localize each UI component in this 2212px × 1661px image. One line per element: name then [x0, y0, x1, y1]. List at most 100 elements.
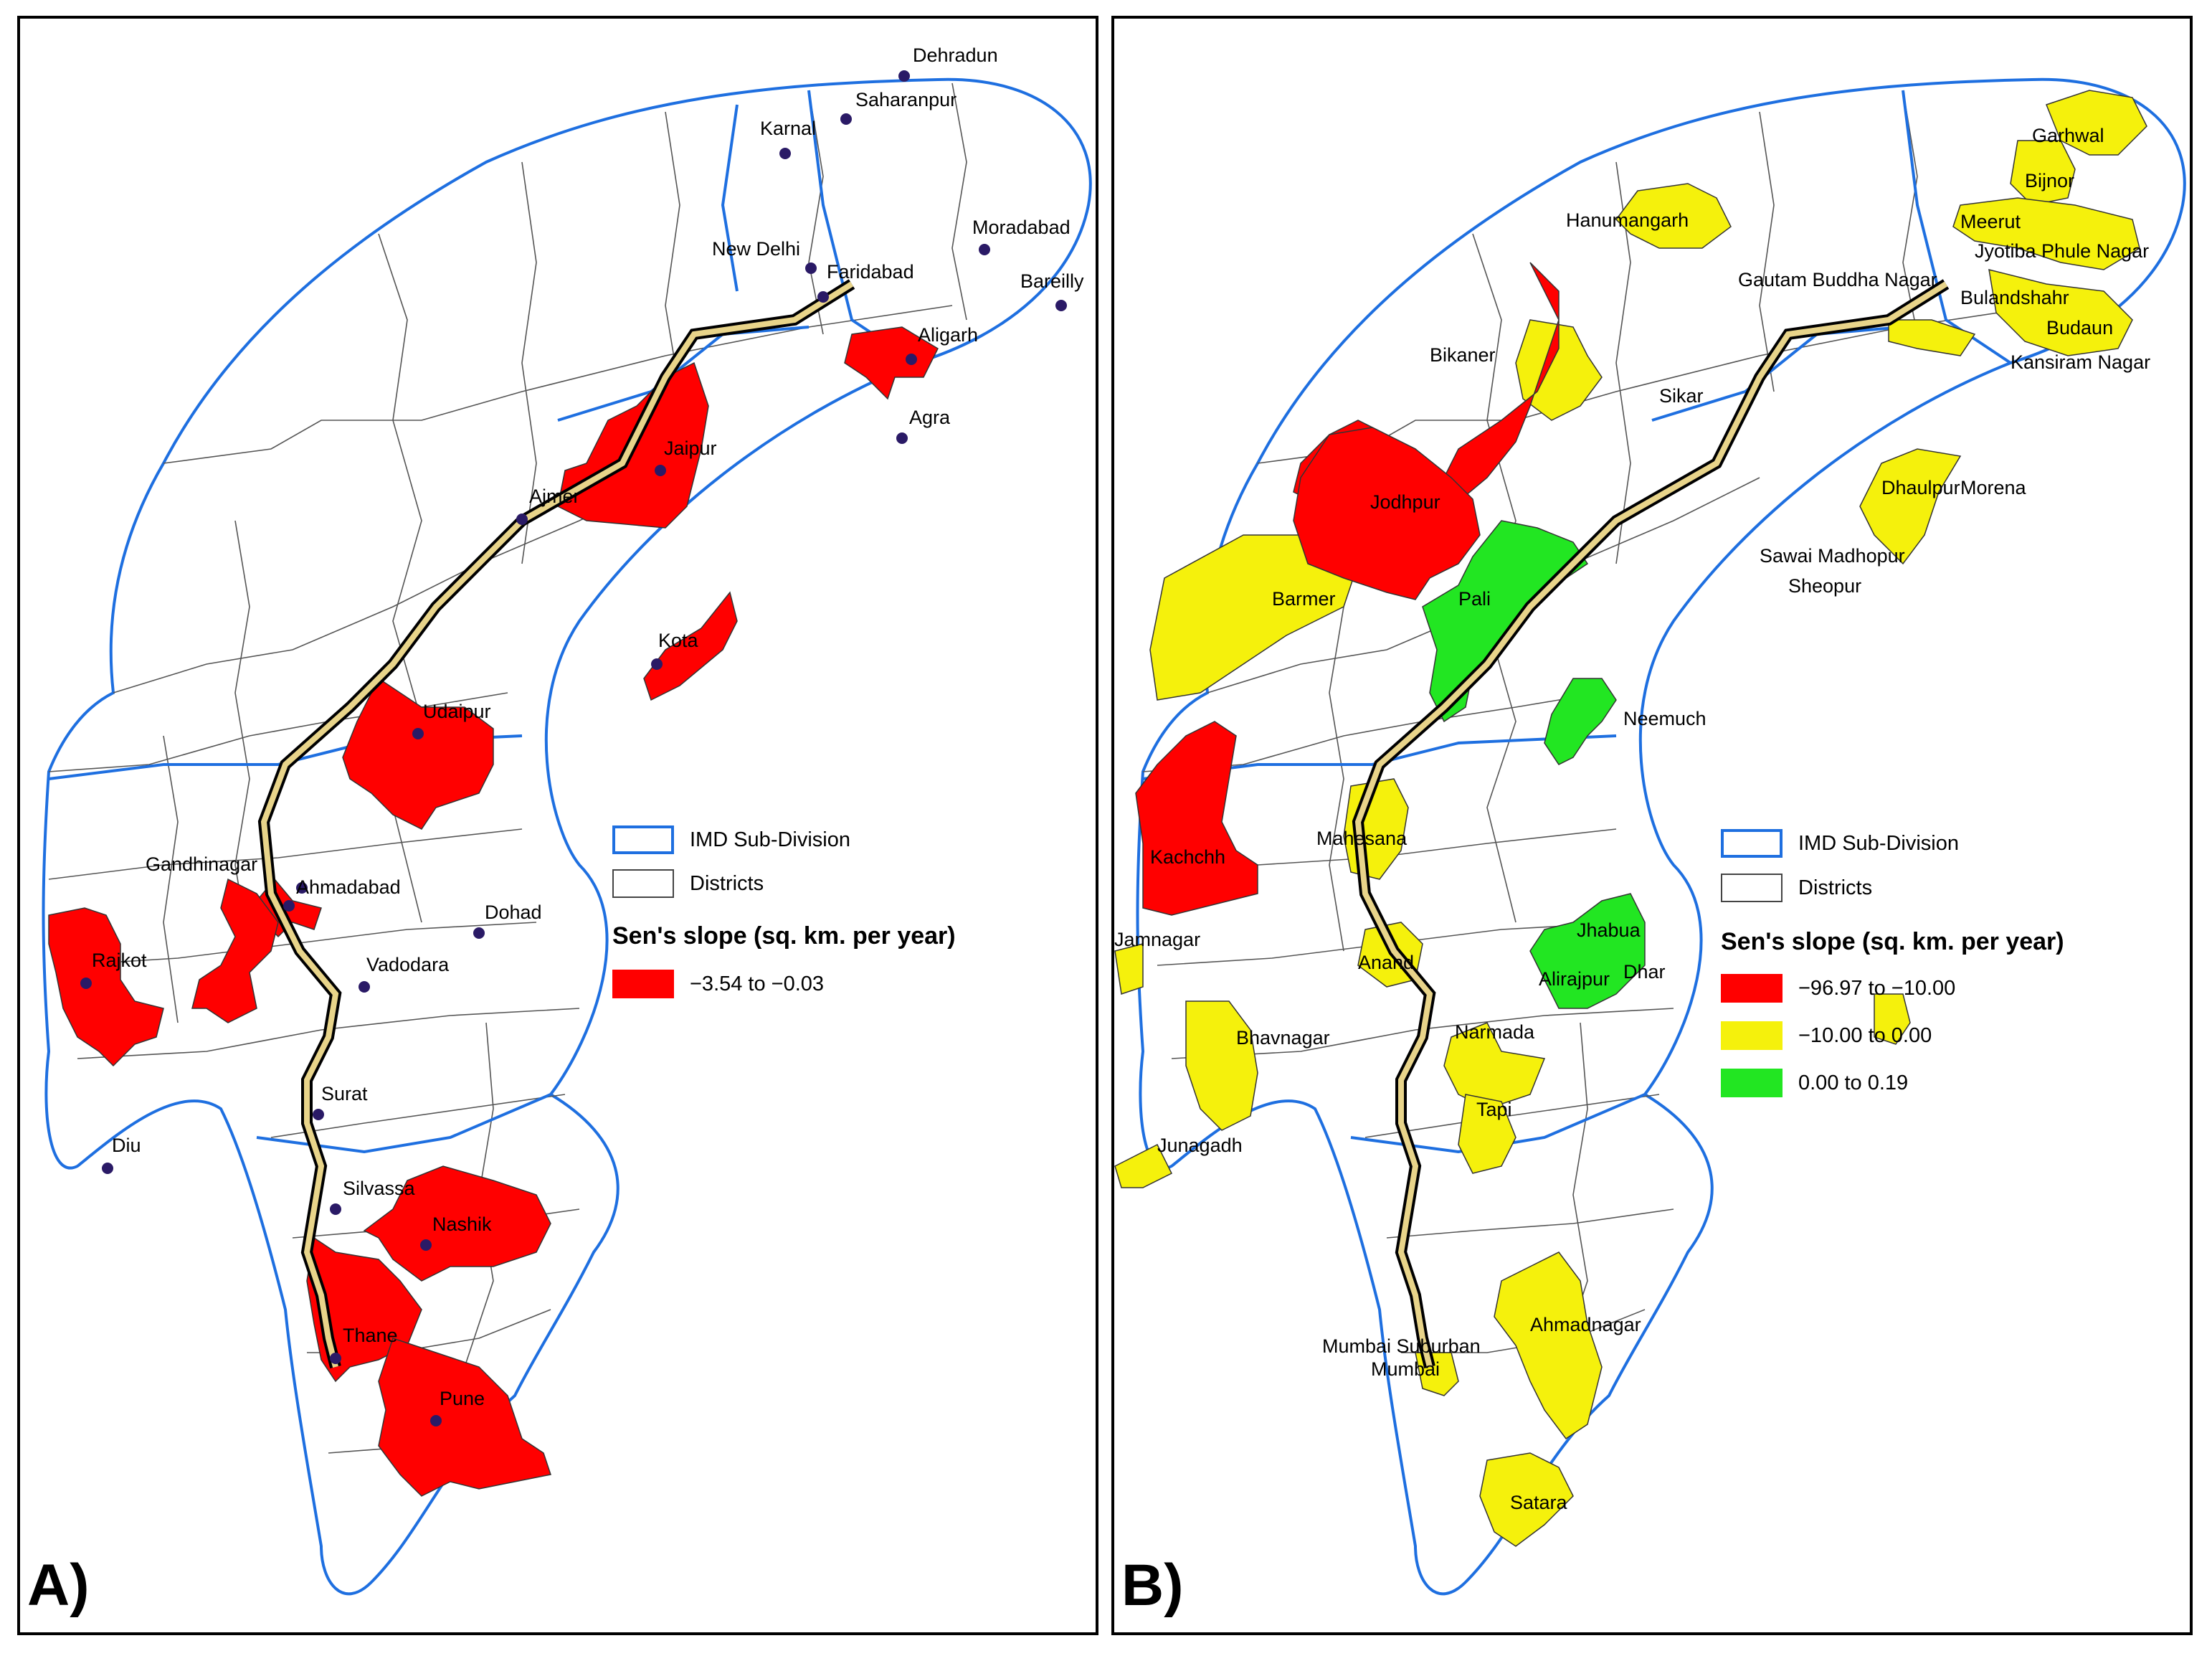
city-label: Agra: [909, 407, 951, 428]
district-label: Bhavnagar: [1236, 1027, 1330, 1049]
city-label: Udaipur: [423, 701, 491, 722]
yellow-districts-b: [1114, 90, 2147, 1547]
legend-class-label: −3.54 to −0.03: [690, 972, 825, 995]
corridor-inner-b: [1354, 281, 1948, 1368]
district-label: Neemuch: [1623, 708, 1707, 729]
legend-class-label: 0.00 to 0.19: [1798, 1071, 1909, 1094]
legend-subdivision-swatch: [1721, 829, 1783, 858]
city-label: Pune: [440, 1388, 485, 1409]
district-label: Barmer: [1272, 588, 1336, 610]
district-label: Jamnagar: [1114, 929, 1200, 950]
district-label: Jyotiba Phule Nagar: [1975, 240, 2149, 262]
map-panel-a: Dehradun Saharanpur Karnal New Delhi Mor…: [17, 16, 1098, 1635]
legend-title: Sen's slope (sq. km. per year): [612, 922, 956, 950]
district-label: Junagadh: [1157, 1135, 1243, 1156]
city-dots-a: [80, 70, 1067, 1426]
legend-district-row: Districts: [612, 869, 764, 898]
district-label: Mumbai Suburban: [1322, 1335, 1481, 1357]
district-label: Kachchh: [1150, 846, 1225, 868]
city-label: Diu: [112, 1135, 141, 1156]
district-label: Sawai Madhopur: [1760, 545, 1905, 567]
district-label: Bijnor: [2025, 170, 2074, 191]
district-label: Bikaner: [1430, 344, 1496, 366]
district-label: Morena: [1960, 477, 2027, 498]
legend-class-swatch: [1721, 974, 1783, 1003]
district-label: Jhabua: [1577, 919, 1641, 941]
city-label: Karnal: [760, 118, 816, 139]
city-label: Thane: [343, 1325, 398, 1346]
city-label: Bareilly: [1020, 270, 1084, 292]
district-aligarh: [844, 326, 939, 400]
legend-subdivision-row: IMD Sub-Division: [1721, 829, 1959, 858]
legend-district-label: Districts: [690, 871, 764, 895]
red-districts-b: [1135, 262, 1560, 916]
panel-label-a: A): [27, 1553, 90, 1618]
legend-subdivision-swatch: [612, 825, 674, 854]
district-label: Mahesana: [1316, 828, 1408, 849]
map-panel-b: Garhwal Bijnor Meerut Hanumangarh Jyotib…: [1111, 16, 2193, 1635]
district-label: Anand: [1358, 952, 1414, 973]
district-label: Pali: [1458, 588, 1491, 610]
city-label: Kota: [658, 630, 699, 651]
legend-class-swatch: [1721, 1069, 1783, 1097]
city-label: Gandhinagar: [146, 853, 257, 875]
map-a-svg: Dehradun Saharanpur Karnal New Delhi Mor…: [42, 44, 1092, 1596]
legend-class-swatch: [612, 970, 674, 998]
district-label: Alirajpur: [1539, 968, 1610, 990]
city-label: Silvassa: [343, 1178, 416, 1199]
district-label: Hanumangarh: [1566, 209, 1689, 231]
district-rajkot: [48, 907, 164, 1067]
legend-district-swatch: [612, 869, 674, 898]
city-label: Ajmer: [529, 486, 580, 507]
district-gandhinagar: [191, 878, 279, 1023]
district-label: Sikar: [1659, 385, 1704, 407]
city-label: Dohad: [485, 902, 542, 923]
district-label: Mumbai: [1371, 1358, 1440, 1380]
corridor-inner-a: [260, 281, 854, 1368]
legend-subdivision-row: IMD Sub-Division: [612, 825, 850, 854]
legend-title: Sen's slope (sq. km. per year): [1721, 928, 2064, 955]
city-label: Saharanpur: [855, 89, 957, 110]
legend-class-row: −10.00 to 0.00: [1721, 1021, 1932, 1050]
city-label: Nashik: [432, 1213, 492, 1235]
district-label: Bulandshahr: [1960, 287, 2069, 308]
district-label: Gautam Buddha Nagar: [1738, 269, 1937, 290]
district-label: Jodhpur: [1370, 491, 1440, 513]
district-nashik: [363, 1165, 551, 1282]
district-label: Meerut: [1960, 211, 2021, 232]
region-outline-a: [42, 77, 1092, 1596]
district-label: Dhar: [1623, 961, 1666, 983]
legend-district-label: Districts: [1798, 876, 1873, 899]
district-label: Sheopur: [1788, 575, 1861, 597]
legend-class-label: −10.00 to 0.00: [1798, 1023, 1932, 1047]
city-label: Moradabad: [972, 217, 1071, 238]
green-districts-b: [1422, 520, 1646, 1009]
district-label: Kansiram Nagar: [2011, 351, 2150, 373]
district-label: Budaun: [2046, 317, 2113, 339]
legend-subdivision-label: IMD Sub-Division: [690, 828, 850, 851]
district-label: Tapi: [1476, 1099, 1512, 1120]
district-label: Narmada: [1455, 1021, 1535, 1043]
district-pune: [378, 1338, 551, 1497]
city-label: New Delhi: [712, 238, 800, 260]
city-label: Faridabad: [827, 261, 914, 283]
district-label: Dhaulpur: [1881, 477, 1960, 498]
legend-class-swatch: [1721, 1021, 1783, 1050]
city-label: Aligarh: [918, 324, 978, 346]
legend-subdivision-label: IMD Sub-Division: [1798, 831, 1959, 855]
city-label: Surat: [321, 1083, 368, 1104]
district-kota: [643, 591, 738, 701]
panel-label-b: B): [1121, 1553, 1184, 1618]
legend-class-label: −96.97 to −10.00: [1798, 976, 1956, 1000]
red-districts-a: [48, 326, 939, 1497]
district-label: Garhwal: [2032, 125, 2104, 146]
city-label: Ahmadabad: [296, 876, 401, 898]
city-label: Vadodara: [366, 954, 450, 975]
district-label: Ahmadnagar: [1530, 1314, 1641, 1335]
map-b-svg: Garhwal Bijnor Meerut Hanumangarh Jyotib…: [1114, 77, 2186, 1596]
city-label: Jaipur: [664, 437, 717, 459]
legend-class-row: −96.97 to −10.00: [1721, 974, 1955, 1003]
city-label: Dehradun: [913, 44, 998, 66]
legend-district-row: Districts: [1721, 874, 1872, 902]
legend-class-row: 0.00 to 0.19: [1721, 1069, 1908, 1097]
